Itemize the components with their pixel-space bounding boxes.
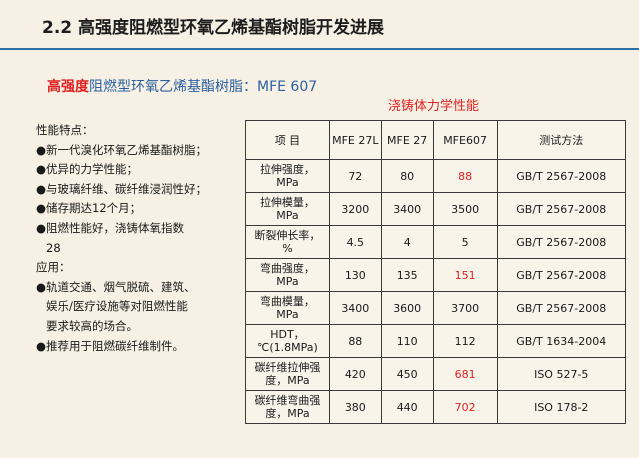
- header-item: 项 目: [245, 120, 330, 160]
- mfe27-value: 80: [380, 159, 434, 193]
- table-row: 拉伸强度， MPa 72 80 88 GB/T 2567-2008: [245, 159, 627, 193]
- table-row: 断裂伸长率，% 4.5 4 5 GB/T 2567-2008: [245, 225, 627, 259]
- feature-item: ●与玻璃纤维、碳纤维浸润性好；: [36, 181, 208, 196]
- property-cell: HDT， ℃(1.8MPa): [245, 324, 330, 358]
- header-test-method: 测试方法: [496, 120, 627, 160]
- feature-item-continued: 28: [46, 240, 61, 255]
- property-name: 断裂伸长率，: [254, 229, 321, 242]
- mfe607-value: 88: [432, 159, 498, 193]
- application-item-continued: 要求较高的场合。: [46, 318, 138, 333]
- mfe27l-value: 72: [328, 159, 382, 193]
- mfe27l-value: 130: [328, 258, 382, 292]
- feature-item: ●储存期达12个月；: [36, 201, 142, 216]
- property-cell: 拉伸模量， MPa: [245, 192, 330, 226]
- property-name: 拉伸模量，: [259, 196, 315, 209]
- property-unit: MPa: [276, 275, 299, 288]
- mechanical-properties-table: 项 目 MFE 27L MFE 27 MFE607 测试方法 拉伸强度， MPa 7…: [245, 120, 627, 424]
- test-method: ISO 527-5: [496, 357, 627, 391]
- property-unit: %: [282, 242, 293, 255]
- mfe607-value: 3700: [432, 291, 498, 325]
- property-unit: ℃(1.8MPa): [257, 341, 318, 354]
- test-method: GB/T 2567-2008: [496, 159, 627, 193]
- mfe27-value: 3400: [380, 192, 434, 226]
- property-cell: 碳纤维拉伸强 度，MPa: [245, 357, 330, 391]
- mfe27-value: 450: [380, 357, 434, 391]
- property-name: 弯曲模量，: [259, 295, 315, 308]
- application-heading: 应用：: [36, 260, 71, 275]
- mfe27l-value: 4.5: [328, 225, 382, 259]
- product-subtitle: 高强度阻燃型环氧乙烯基酯树脂：MFE 607: [47, 76, 317, 96]
- mfe607-value: 3500: [432, 192, 498, 226]
- property-name: 拉伸强度，: [259, 163, 315, 176]
- table-header-row: 项 目 MFE 27L MFE 27 MFE607 测试方法: [245, 120, 627, 160]
- mfe27-value: 4: [380, 225, 434, 259]
- features-heading: 性能特点：: [36, 123, 94, 137]
- property-name: 碳纤维拉伸强: [254, 361, 321, 374]
- subtitle-highlight: 高强度: [47, 79, 89, 95]
- application-item-continued: 娱乐/医疗设施等对阻燃性能: [46, 299, 188, 314]
- test-method: GB/T 1634-2004: [496, 324, 627, 358]
- property-unit: MPa: [276, 209, 299, 222]
- feature-item: ●新一代溴化环氧乙烯基酯树脂；: [36, 142, 208, 157]
- property-cell: 碳纤维弯曲强 度，MPa: [245, 390, 330, 424]
- header-mfe27: MFE 27: [380, 120, 434, 160]
- slide-title: 2.2 高强度阻燃型环氧乙烯基酯树脂开发进展: [0, 0, 639, 50]
- table-row: 拉伸模量， MPa 3200 3400 3500 GB/T 2567-2008: [245, 192, 627, 226]
- mfe27l-value: 420: [328, 357, 382, 391]
- mfe27l-value: 3400: [328, 291, 382, 325]
- mfe27-value: 110: [380, 324, 434, 358]
- test-method: GB/T 2567-2008: [496, 192, 627, 226]
- mfe607-value: 5: [432, 225, 498, 259]
- property-name: 碳纤维弯曲强: [254, 394, 321, 407]
- features-panel: 性能特点： ●新一代溴化环氧乙烯基酯树脂； ●优异的力学性能； ●与玻璃纤维、碳…: [36, 121, 241, 356]
- table-row: 碳纤维拉伸强 度，MPa 420 450 681 ISO 527-5: [245, 357, 627, 391]
- header-mfe607: MFE607: [432, 120, 498, 160]
- property-cell: 拉伸强度， MPa: [245, 159, 330, 193]
- feature-item: ●阻燃性能好，浇铸体氧指数: [36, 220, 185, 235]
- mfe27l-value: 88: [328, 324, 382, 358]
- property-unit: MPa: [276, 308, 299, 321]
- table-row: 弯曲模量， MPa 3400 3600 3700 GB/T 2567-2008: [245, 291, 627, 325]
- mfe607-value: 151: [432, 258, 498, 292]
- mfe27-value: 135: [380, 258, 434, 292]
- property-unit: 度，MPa: [265, 374, 310, 387]
- feature-item: ●优异的力学性能；: [36, 162, 139, 177]
- property-name: HDT，: [270, 328, 305, 341]
- test-method: GB/T 2567-2008: [496, 291, 627, 325]
- subtitle-rest: 阻燃型环氧乙烯基酯树脂：MFE 607: [89, 79, 318, 95]
- mfe607-value: 681: [432, 357, 498, 391]
- test-method: GB/T 2567-2008: [496, 258, 627, 292]
- application-item: ●推荐用于阻燃碳纤维制件。: [36, 338, 185, 353]
- header-mfe27l: MFE 27L: [328, 120, 382, 160]
- mfe27-value: 440: [380, 390, 434, 424]
- mfe607-value: 702: [432, 390, 498, 424]
- property-unit: MPa: [276, 176, 299, 189]
- test-method: ISO 178-2: [496, 390, 627, 424]
- property-unit: 度，MPa: [265, 407, 310, 420]
- table-row: 弯曲强度， MPa 130 135 151 GB/T 2567-2008: [245, 258, 627, 292]
- table-row: HDT， ℃(1.8MPa) 88 110 112 GB/T 1634-2004: [245, 324, 627, 358]
- table-caption: 浇铸体力学性能: [388, 99, 480, 114]
- mfe27l-value: 3200: [328, 192, 382, 226]
- mfe27l-value: 380: [328, 390, 382, 424]
- mfe27-value: 3600: [380, 291, 434, 325]
- test-method: GB/T 2567-2008: [496, 225, 627, 259]
- property-cell: 断裂伸长率，%: [245, 225, 330, 259]
- property-cell: 弯曲强度， MPa: [245, 258, 330, 292]
- property-cell: 弯曲模量， MPa: [245, 291, 330, 325]
- property-name: 弯曲强度，: [259, 262, 315, 275]
- table-row: 碳纤维弯曲强 度，MPa 380 440 702 ISO 178-2: [245, 390, 627, 424]
- mfe607-value: 112: [432, 324, 498, 358]
- application-item: ●轨道交通、烟气脱硫、建筑、: [36, 279, 196, 294]
